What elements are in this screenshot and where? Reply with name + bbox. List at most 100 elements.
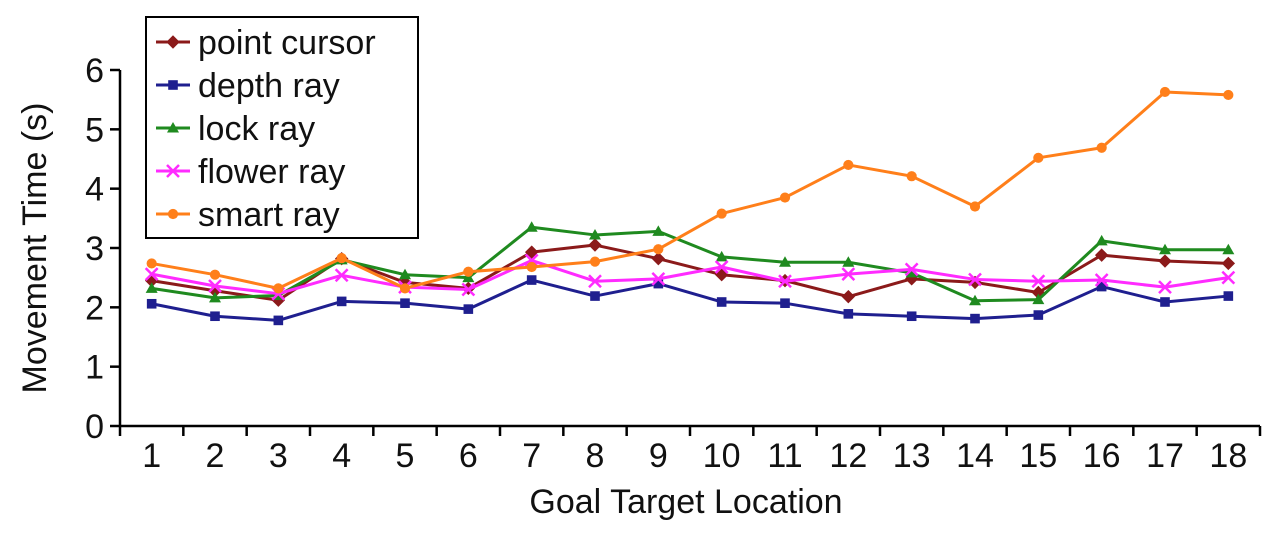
- data-point-point-cursor: [1221, 256, 1236, 271]
- data-point-point-cursor: [524, 245, 539, 259]
- legend-item-smart-ray: smart ray: [156, 196, 340, 234]
- data-point-smart-ray: [906, 171, 917, 182]
- data-point-flower-ray: [1094, 273, 1109, 287]
- data-point-depth-ray: [590, 291, 600, 301]
- data-point-smart-ray: [336, 252, 347, 264]
- y-tick-label: 2: [85, 289, 104, 327]
- data-point-flower-ray: [1031, 274, 1046, 289]
- data-point-lock-ray: [779, 256, 791, 267]
- data-point-depth-ray: [336, 296, 347, 307]
- y-tick-label: 4: [85, 171, 104, 209]
- data-point-smart-ray: [779, 192, 791, 203]
- y-tick-label: 6: [85, 52, 104, 90]
- data-point-smart-ray: [273, 283, 284, 294]
- data-point-point-cursor: [1094, 248, 1109, 262]
- x-tick-label: 8: [586, 437, 605, 475]
- x-tick-label: 14: [956, 437, 994, 475]
- data-point-depth-ray: [906, 311, 917, 322]
- data-point-point-cursor: [1158, 254, 1172, 268]
- x-tick-label: 6: [459, 437, 478, 475]
- data-point-flower-ray: [1221, 270, 1236, 285]
- data-point-point-cursor: [841, 289, 856, 304]
- data-point-flower-ray: [208, 279, 222, 293]
- data-point-smart-ray: [463, 266, 474, 277]
- x-tick-label: 2: [206, 437, 225, 475]
- data-point-flower-ray: [968, 272, 982, 287]
- data-point-depth-ray: [1160, 297, 1170, 307]
- data-point-smart-ray: [843, 159, 854, 171]
- data-point-flower-ray: [778, 274, 792, 289]
- legend-item-point-cursor: point cursor: [156, 24, 376, 62]
- x-tick-label: 4: [332, 437, 351, 475]
- y-axis-label: Movement Time (s): [16, 103, 54, 394]
- x-ticks: 1 2 3 4 5 6 7 8 9 10 11 12 13 14 15 16 17 18: [118, 426, 1262, 475]
- legend-marker: [166, 35, 180, 49]
- y-ticks: 0 1 2 3 4 5 6: [85, 52, 120, 446]
- x-tick-label: 17: [1146, 437, 1184, 475]
- series-line-smart-ray: [151, 90, 1229, 290]
- legend-label: flower ray: [198, 153, 345, 191]
- data-point-smart-ray: [1223, 89, 1234, 101]
- data-point-depth-ray: [463, 304, 474, 314]
- legend-marker: [167, 208, 179, 220]
- data-point-lock-ray: [969, 294, 981, 306]
- x-tick-label: 3: [269, 437, 288, 475]
- data-point-depth-ray: [526, 275, 537, 285]
- y-tick-label: 1: [85, 349, 104, 387]
- legend-marker: [167, 122, 179, 133]
- data-point-smart-ray: [1033, 152, 1044, 163]
- data-point-depth-ray: [780, 298, 790, 308]
- data-point-flower-ray: [1158, 280, 1172, 295]
- data-point-depth-ray: [970, 313, 980, 324]
- x-tick-label: 15: [1019, 437, 1057, 475]
- x-tick-label: 7: [522, 437, 541, 475]
- data-point-point-cursor: [651, 251, 666, 266]
- legend-label: lock ray: [198, 110, 315, 148]
- data-point-depth-ray: [210, 311, 220, 322]
- data-point-depth-ray: [843, 309, 854, 319]
- x-tick-label: 1: [142, 437, 161, 475]
- legend-item-depth-ray: depth ray: [156, 67, 340, 105]
- y-tick-label: 0: [85, 408, 104, 446]
- x-tick-label: 9: [649, 437, 668, 475]
- data-point-depth-ray: [273, 315, 284, 326]
- data-point-smart-ray: [969, 201, 981, 212]
- x-tick-label: 10: [703, 437, 741, 475]
- data-point-flower-ray: [461, 282, 476, 297]
- data-point-smart-ray: [146, 258, 157, 269]
- data-point-lock-ray: [1095, 234, 1108, 246]
- data-point-lock-ray: [1222, 243, 1235, 255]
- legend-item-lock-ray: lock ray: [156, 110, 315, 148]
- legend-label: point cursor: [198, 24, 376, 62]
- data-point-lock-ray: [525, 221, 538, 232]
- data-point-depth-ray: [400, 298, 410, 308]
- x-axis-label: Goal Target Location: [529, 483, 842, 521]
- data-point-point-cursor: [588, 238, 602, 252]
- data-point-flower-ray: [841, 267, 856, 281]
- data-point-lock-ray: [145, 282, 158, 293]
- x-tick-label: 13: [893, 437, 931, 475]
- y-tick-label: 3: [85, 230, 104, 268]
- data-point-smart-ray: [526, 261, 537, 273]
- data-point-lock-ray: [589, 228, 601, 240]
- data-point-flower-ray: [334, 268, 349, 283]
- data-point-smart-ray: [653, 244, 664, 255]
- data-point-lock-ray: [715, 250, 728, 262]
- data-point-smart-ray: [209, 269, 221, 280]
- x-tick-label: 18: [1209, 437, 1247, 475]
- data-point-lock-ray: [1032, 293, 1045, 305]
- legend-label: smart ray: [198, 196, 340, 234]
- data-point-depth-ray: [1223, 291, 1234, 301]
- data-point-smart-ray: [1096, 142, 1107, 153]
- data-point-lock-ray: [209, 291, 221, 303]
- legend-item-flower-ray: flower ray: [156, 153, 345, 191]
- legend-box: [145, 16, 419, 239]
- data-point-depth-ray: [653, 278, 664, 289]
- data-point-depth-ray: [146, 298, 157, 309]
- data-point-depth-ray: [1096, 281, 1107, 292]
- series-line-lock-ray: [151, 225, 1229, 303]
- data-point-lock-ray: [462, 271, 475, 283]
- legend-marker: [168, 80, 178, 90]
